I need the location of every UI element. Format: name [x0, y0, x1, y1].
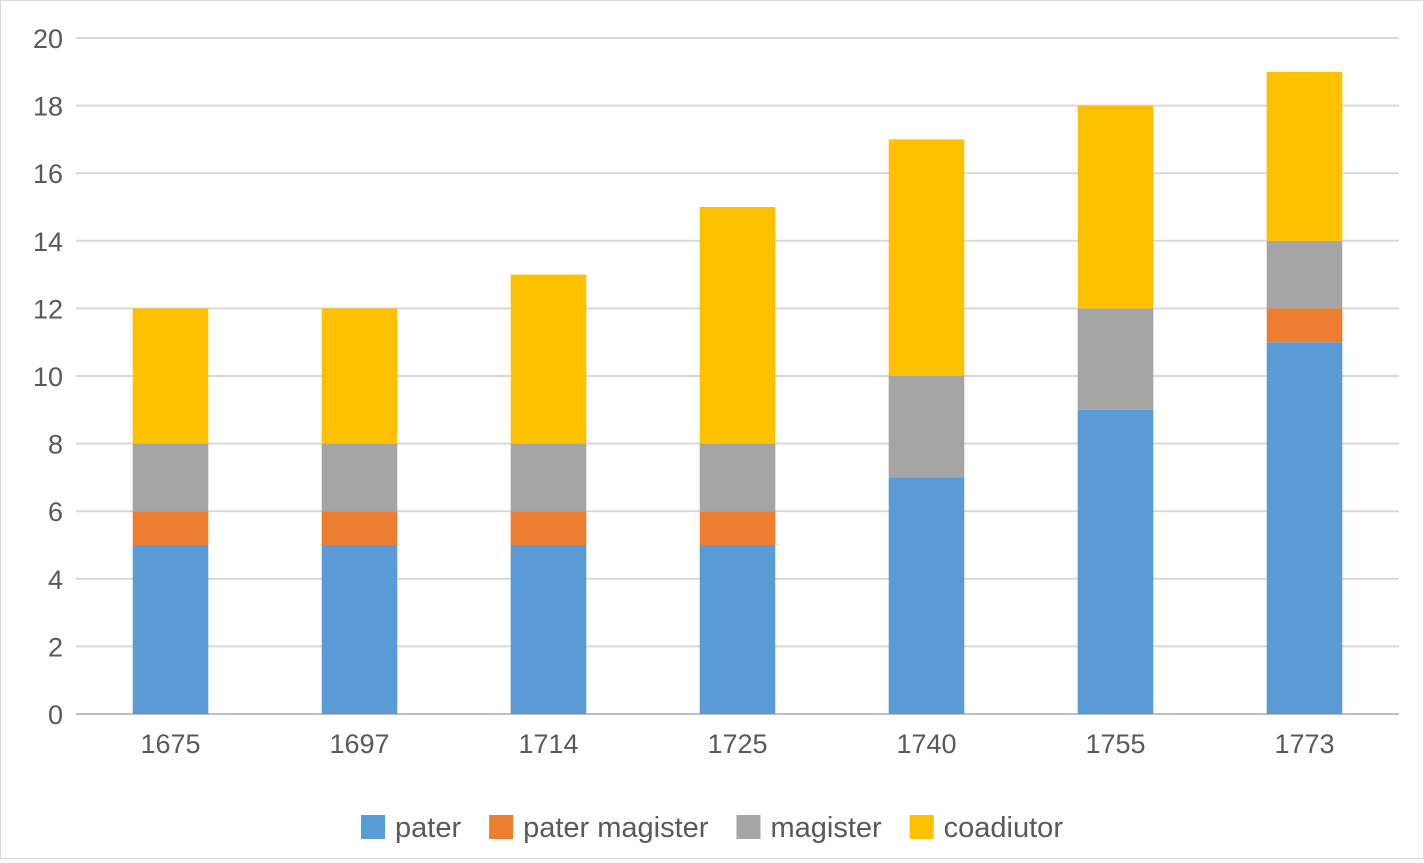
x-tick-label: 1740	[896, 729, 956, 759]
bar-segment-coadiutor	[888, 139, 965, 376]
x-tick-label: 1725	[707, 729, 767, 759]
bars	[132, 71, 1343, 714]
x-tick-label: 1675	[140, 729, 200, 759]
bar-segment-magister	[1077, 308, 1154, 410]
y-tick-label: 16	[33, 159, 63, 189]
bar-segment-coadiutor	[1077, 105, 1154, 309]
y-tick-label: 8	[48, 430, 63, 460]
bar-segment-magister	[321, 443, 398, 512]
bar-segment-magister	[699, 443, 776, 512]
y-tick-label: 0	[48, 700, 63, 730]
bar-segment-pater	[1266, 342, 1343, 714]
bar-segment-magister	[510, 443, 587, 512]
bar-segment-coadiutor	[699, 207, 776, 444]
x-axis: 1675 1697 1714 1725 1740 1755 1773	[140, 729, 1334, 759]
legend-swatch	[361, 815, 386, 839]
legend-label: pater magister	[523, 812, 709, 844]
legend-label: coadiutor	[944, 812, 1064, 844]
x-tick-label: 1755	[1085, 729, 1145, 759]
bar-segment-pater	[1077, 409, 1154, 714]
bar-segment-magister	[132, 443, 209, 512]
legend: pater pater magister magister coadiutor	[361, 812, 1063, 844]
bar-segment-pater-magister	[132, 511, 209, 545]
x-tick-label: 1773	[1274, 729, 1334, 759]
bar-segment-pater	[888, 477, 965, 714]
bar-segment-pater-magister	[699, 511, 776, 545]
y-tick-label: 10	[33, 362, 63, 392]
bar-segment-magister	[888, 376, 965, 478]
y-tick-label: 2	[48, 632, 63, 662]
y-tick-label: 18	[33, 92, 63, 122]
y-tick-label: 14	[33, 227, 63, 257]
y-axis: 0 2 4 6 8 10 12 14 16 18 20	[33, 24, 63, 730]
legend-label: magister	[770, 812, 882, 844]
legend-item: pater	[361, 812, 461, 844]
bar-segment-pater-magister	[321, 511, 398, 545]
bar-segment-pater-magister	[1266, 308, 1343, 343]
legend-item: magister	[736, 812, 882, 844]
bar-segment-coadiutor	[510, 274, 587, 444]
legend-swatch	[736, 815, 761, 839]
bar-segment-pater	[321, 545, 398, 714]
bar-segment-pater	[510, 545, 587, 714]
legend-swatch	[489, 815, 514, 839]
bar-segment-coadiutor	[1266, 71, 1343, 241]
bar-segment-pater-magister	[510, 511, 587, 545]
bar-segment-pater	[699, 545, 776, 714]
legend-item: pater magister	[489, 812, 709, 844]
y-tick-label: 4	[48, 565, 63, 595]
y-tick-label: 20	[33, 24, 63, 54]
x-tick-label: 1697	[329, 729, 389, 759]
y-tick-label: 12	[33, 294, 63, 324]
legend-swatch	[909, 815, 934, 839]
x-tick-label: 1714	[518, 729, 578, 759]
bar-segment-coadiutor	[132, 308, 209, 444]
legend-item: coadiutor	[909, 812, 1064, 844]
legend-label: pater	[395, 812, 461, 844]
bar-segment-coadiutor	[321, 308, 398, 444]
y-tick-label: 6	[48, 497, 63, 527]
bar-segment-magister	[1266, 240, 1343, 309]
bar-segment-pater	[132, 545, 209, 714]
